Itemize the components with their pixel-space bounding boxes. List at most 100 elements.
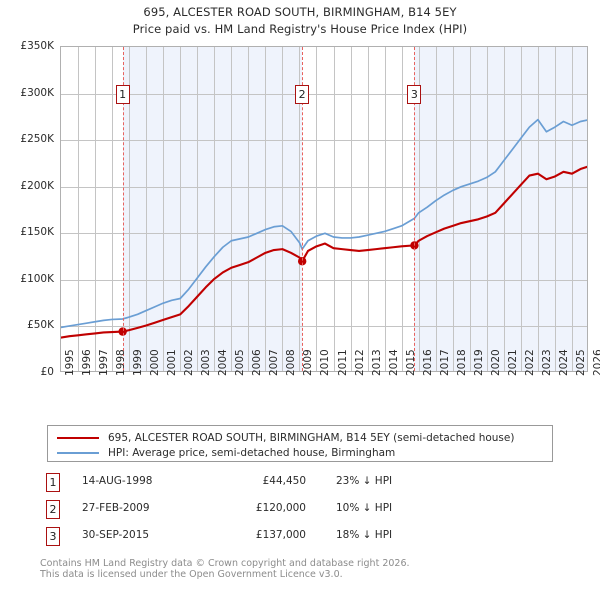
- chart-event-vertical-line: [302, 47, 304, 371]
- x-axis-tick-label: 1999: [132, 349, 145, 376]
- x-axis-tick-label: 2007: [268, 349, 281, 376]
- series-line-hpi: [61, 118, 587, 329]
- x-axis-tick-label: 1995: [64, 349, 76, 376]
- table-row: 1 14-AUG-1998 £44,450 23% ↓ HPI: [46, 472, 546, 499]
- transaction-index-badge: 1: [46, 473, 60, 492]
- x-axis-tick-label: 2006: [251, 349, 264, 376]
- x-axis-tick-label: 2017: [438, 349, 451, 376]
- chart-vertical-gridline: [129, 47, 130, 371]
- legend-label-hpi: HPI: Average price, semi-detached house,…: [108, 446, 396, 459]
- chart-vertical-gridline: [146, 47, 147, 371]
- chart-event-vertical-line: [414, 47, 416, 371]
- x-axis-tick-label: 2024: [557, 349, 570, 376]
- x-axis-tick-label: 2013: [370, 349, 383, 376]
- table-row: 2 27-FEB-2009 £120,000 10% ↓ HPI: [46, 499, 546, 526]
- page-title-line-1: 695, ALCESTER ROAD SOUTH, BIRMINGHAM, B1…: [143, 5, 457, 19]
- chart-horizontal-gridline: [61, 280, 587, 281]
- chart-vertical-gridline: [163, 47, 164, 371]
- transaction-date: 27-FEB-2009: [82, 502, 150, 514]
- x-axis-tick-label: 2021: [506, 349, 519, 376]
- x-axis-tick-label: 2004: [217, 349, 230, 376]
- y-axis-tick-label: £300K: [20, 86, 54, 99]
- x-axis-tick-label: 2014: [387, 349, 400, 376]
- chart-plot-area: 1 2 3: [60, 46, 588, 372]
- footer-line-2: This data is licensed under the Open Gov…: [40, 569, 343, 580]
- transaction-hpi-delta: 18% ↓ HPI: [336, 529, 393, 541]
- chart-vertical-gridline: [180, 47, 181, 371]
- y-axis-tick-label: £250K: [20, 133, 54, 146]
- chart-vertical-gridline: [248, 47, 249, 371]
- x-axis-tick-label: 2010: [319, 349, 332, 376]
- x-axis-tick-label: 2026: [592, 349, 600, 376]
- chart-vertical-gridline: [436, 47, 437, 371]
- x-axis-tick-label: 1997: [98, 349, 111, 376]
- chart-vertical-gridline: [538, 47, 539, 371]
- chart-horizontal-gridline: [61, 326, 587, 327]
- y-axis-tick-label: £350K: [20, 40, 54, 52]
- y-axis-tick-labels: £0 £50K £100K £150K £200K £250K £300K £350K: [0, 0, 58, 590]
- chart-vertical-gridline: [299, 47, 300, 371]
- chart-vertical-gridline: [572, 47, 573, 371]
- x-axis-tick-label: 2020: [489, 349, 502, 376]
- chart-event-index-badge: 1: [115, 84, 130, 104]
- y-axis-tick-label: £100K: [20, 272, 54, 285]
- chart-vertical-gridline: [402, 47, 403, 371]
- chart-vertical-gridline: [197, 47, 198, 371]
- x-axis-tick-label: 2001: [166, 349, 179, 376]
- chart-vertical-gridline: [78, 47, 79, 371]
- x-axis-tick-label: 2016: [421, 349, 434, 376]
- x-axis-tick-label: 2011: [336, 349, 349, 376]
- legend-item-hpi: HPI: Average price, semi-detached house,…: [48, 445, 552, 460]
- transaction-price: £137,000: [255, 529, 306, 541]
- chart-vertical-gridline: [555, 47, 556, 371]
- chart-vertical-gridline: [112, 47, 113, 371]
- y-axis-tick-label: £50K: [27, 319, 54, 332]
- chart-legend: 695, ALCESTER ROAD SOUTH, BIRMINGHAM, B1…: [47, 425, 553, 462]
- chart-vertical-gridline: [487, 47, 488, 371]
- chart-event-index-badge: 2: [295, 84, 310, 104]
- x-axis-tick-label: 1996: [81, 349, 94, 376]
- chart-vertical-gridline: [231, 47, 232, 371]
- chart-horizontal-gridline: [61, 94, 587, 95]
- transaction-hpi-delta: 23% ↓ HPI: [336, 475, 393, 487]
- chart-horizontal-gridline: [61, 140, 587, 141]
- chart-vertical-gridline: [265, 47, 266, 371]
- x-axis-tick-label: 2022: [523, 349, 536, 376]
- chart-vertical-gridline: [334, 47, 335, 371]
- table-row: 3 30-SEP-2015 £137,000 18% ↓ HPI: [46, 526, 546, 553]
- chart-vertical-gridline: [95, 47, 96, 371]
- transaction-date: 30-SEP-2015: [82, 529, 150, 541]
- chart-vertical-gridline: [282, 47, 283, 371]
- chart-vertical-gridline: [385, 47, 386, 371]
- x-axis-tick-label: 2015: [404, 349, 417, 376]
- x-axis-tick-label: 2018: [455, 349, 468, 376]
- chart-shaded-band: [414, 47, 587, 371]
- transaction-hpi-delta: 10% ↓ HPI: [336, 502, 393, 514]
- footer-line-1: Contains HM Land Registry data © Crown c…: [40, 558, 410, 569]
- x-axis-tick-label: 2012: [353, 349, 366, 376]
- chart-vertical-gridline: [521, 47, 522, 371]
- chart-vertical-gridline: [470, 47, 471, 371]
- y-axis-tick-label: £0: [40, 366, 54, 378]
- transaction-date: 14-AUG-1998: [82, 475, 153, 487]
- transaction-index-badge: 3: [46, 527, 60, 546]
- footer-attribution: Contains HM Land Registry data © Crown c…: [40, 558, 580, 580]
- x-axis-tick-label: 2019: [472, 349, 485, 376]
- chart-vertical-gridline: [316, 47, 317, 371]
- x-axis-tick-label: 2023: [540, 349, 553, 376]
- x-axis-tick-label: 2005: [234, 349, 247, 376]
- y-axis-tick-label: £150K: [20, 226, 54, 239]
- chart-vertical-gridline: [368, 47, 369, 371]
- transaction-index-badge: 2: [46, 500, 60, 519]
- x-axis-tick-label: 2009: [302, 349, 315, 376]
- chart-shaded-band: [122, 47, 303, 371]
- series-line-price-paid: [61, 165, 587, 339]
- transaction-price: £120,000: [255, 502, 306, 514]
- legend-swatch-price-paid-icon: [57, 436, 99, 439]
- chart-vertical-gridline: [214, 47, 215, 371]
- x-axis-tick-label: 2008: [285, 349, 298, 376]
- chart-vertical-gridline: [351, 47, 352, 371]
- x-axis-tick-label: 1998: [115, 349, 128, 376]
- legend-item-price-paid: 695, ALCESTER ROAD SOUTH, BIRMINGHAM, B1…: [48, 430, 552, 445]
